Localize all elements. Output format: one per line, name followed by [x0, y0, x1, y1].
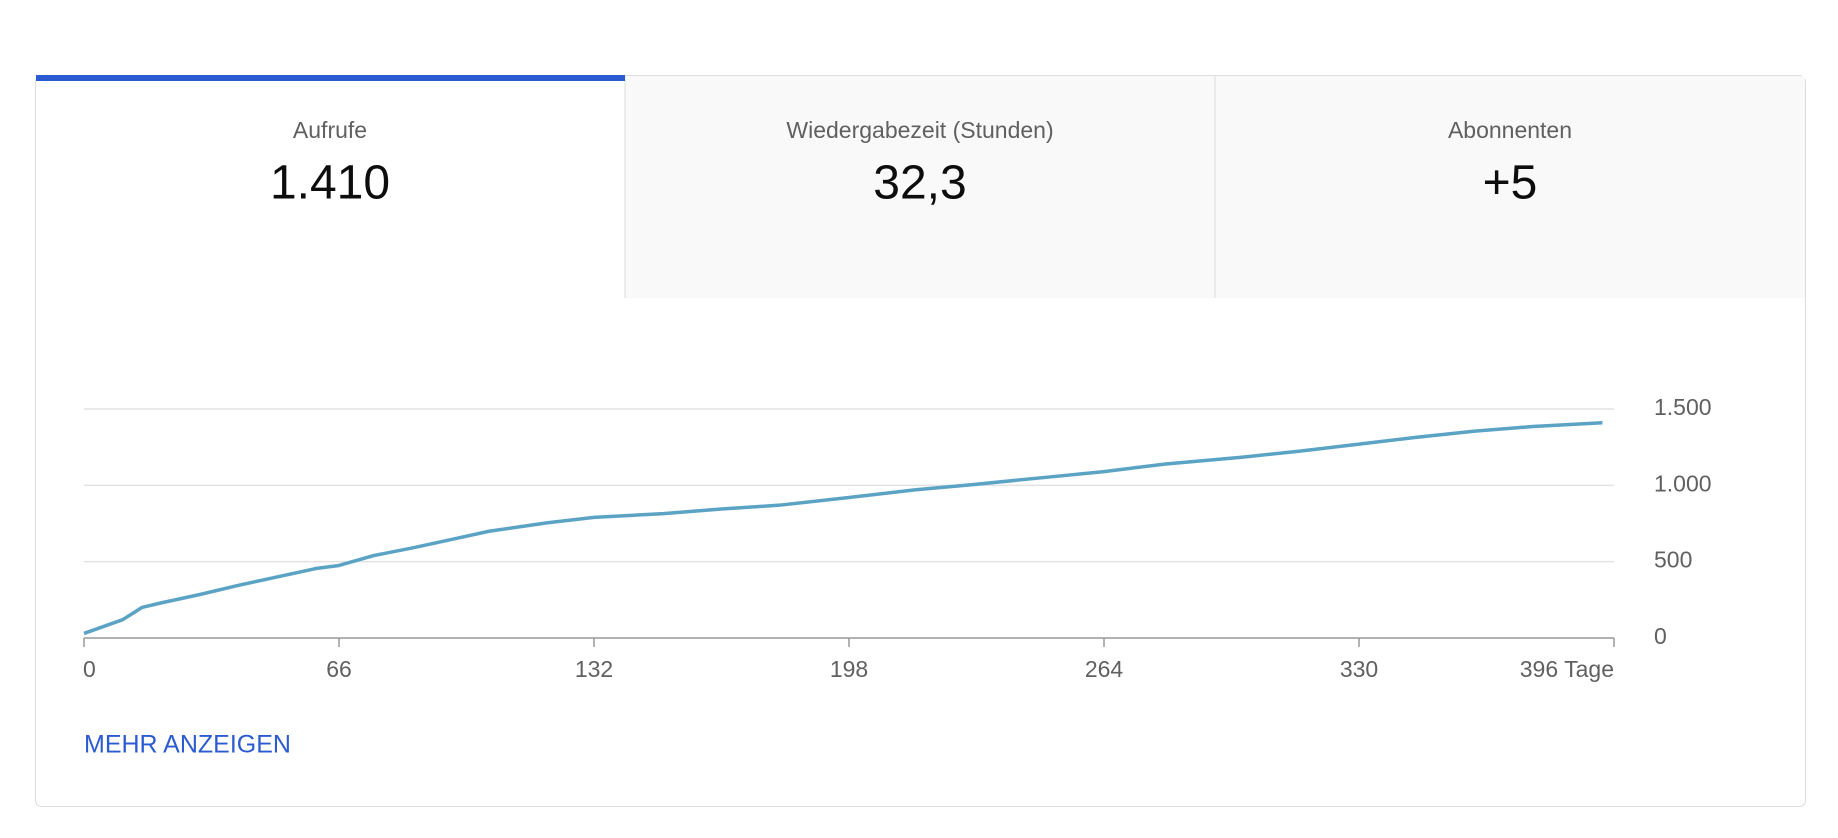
tab-value: 32,3 [873, 157, 966, 210]
more-link[interactable]: MEHR ANZEIGEN [84, 731, 291, 759]
x-tick-label: 396 Tage [1520, 656, 1614, 682]
plot: 0 500 1.000 1.500 0 66 132 198 264 330 396 Tage [83, 394, 1712, 682]
tab-value: +5 [1483, 157, 1538, 210]
tab-label: Aufrufe [293, 117, 367, 143]
x-tick-label: 198 [830, 656, 868, 682]
x-tick-label: 264 [1085, 656, 1124, 682]
y-tick-label: 1.500 [1654, 394, 1712, 420]
y-tick-label: 500 [1654, 547, 1692, 573]
x-tick-label: 132 [575, 656, 613, 682]
x-tick-label: 0 [83, 656, 96, 682]
y-tick-label: 0 [1654, 623, 1667, 649]
tab-value: 1.410 [270, 157, 390, 210]
data-line [83, 420, 1603, 636]
tab-label: Wiedergabezeit (Stunden) [786, 117, 1053, 143]
x-tick-label: 66 [326, 656, 352, 682]
tab-label: Abonnenten [1448, 117, 1572, 143]
tab-background [1215, 76, 1805, 298]
x-tick-label: 330 [1340, 656, 1378, 682]
y-tick-label: 1.000 [1654, 470, 1712, 496]
active-tab-indicator [36, 75, 625, 81]
tab-background [625, 76, 1215, 298]
